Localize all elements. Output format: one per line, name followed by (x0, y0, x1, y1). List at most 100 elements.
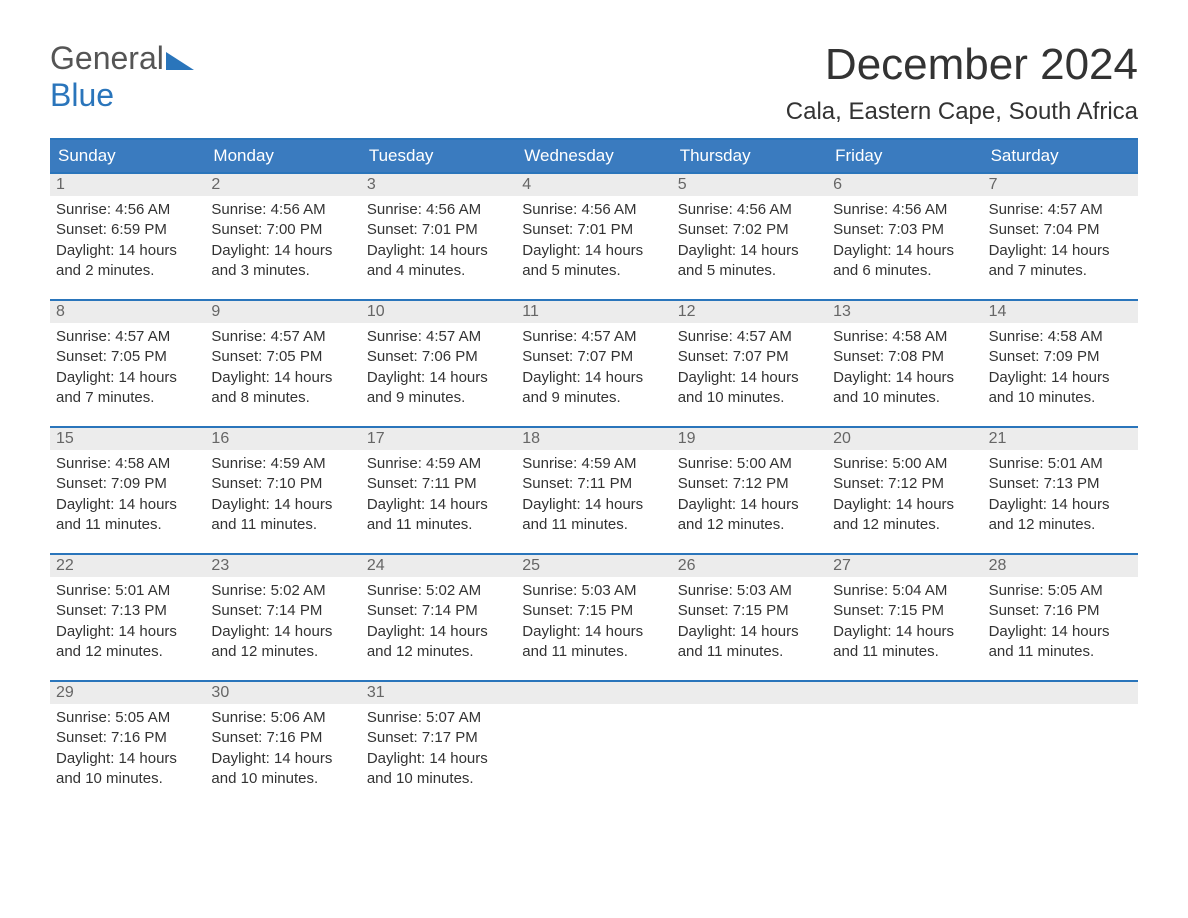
day-body: Sunrise: 5:00 AMSunset: 7:12 PMDaylight:… (672, 450, 827, 553)
sunrise-text: Sunrise: 4:57 AM (211, 327, 354, 347)
day-body: Sunrise: 4:58 AMSunset: 7:08 PMDaylight:… (827, 323, 982, 426)
daylight-text: Daylight: 14 hours and 11 minutes. (989, 622, 1132, 663)
day-number: 26 (672, 555, 827, 577)
day-cell: 17Sunrise: 4:59 AMSunset: 7:11 PMDayligh… (361, 426, 516, 553)
sunrise-text: Sunrise: 5:07 AM (367, 708, 510, 728)
day-cell: 18Sunrise: 4:59 AMSunset: 7:11 PMDayligh… (516, 426, 671, 553)
day-cell: 16Sunrise: 4:59 AMSunset: 7:10 PMDayligh… (205, 426, 360, 553)
sunset-text: Sunset: 7:13 PM (989, 474, 1132, 494)
sunrise-text: Sunrise: 4:58 AM (56, 454, 199, 474)
sunset-text: Sunset: 7:08 PM (833, 347, 976, 367)
day-cell: 14Sunrise: 4:58 AMSunset: 7:09 PMDayligh… (983, 299, 1138, 426)
sunset-text: Sunset: 7:14 PM (367, 601, 510, 621)
dow-header: Tuesday (361, 140, 516, 172)
empty-num-bar (516, 682, 671, 704)
day-cell: 20Sunrise: 5:00 AMSunset: 7:12 PMDayligh… (827, 426, 982, 553)
day-number: 31 (361, 682, 516, 704)
day-body: Sunrise: 4:59 AMSunset: 7:11 PMDaylight:… (516, 450, 671, 553)
sunset-text: Sunset: 7:16 PM (989, 601, 1132, 621)
daylight-text: Daylight: 14 hours and 7 minutes. (989, 241, 1132, 282)
sunset-text: Sunset: 7:09 PM (989, 347, 1132, 367)
sunset-text: Sunset: 7:05 PM (56, 347, 199, 367)
day-number: 30 (205, 682, 360, 704)
day-body: Sunrise: 4:59 AMSunset: 7:11 PMDaylight:… (361, 450, 516, 553)
empty-cell (516, 680, 671, 807)
sunrise-text: Sunrise: 4:57 AM (678, 327, 821, 347)
day-cell: 2Sunrise: 4:56 AMSunset: 7:00 PMDaylight… (205, 172, 360, 299)
sunrise-text: Sunrise: 5:00 AM (833, 454, 976, 474)
daylight-text: Daylight: 14 hours and 4 minutes. (367, 241, 510, 282)
sunset-text: Sunset: 7:15 PM (833, 601, 976, 621)
sunrise-text: Sunrise: 4:57 AM (522, 327, 665, 347)
empty-cell (672, 680, 827, 807)
day-number: 6 (827, 174, 982, 196)
daylight-text: Daylight: 14 hours and 3 minutes. (211, 241, 354, 282)
day-number: 27 (827, 555, 982, 577)
day-body: Sunrise: 4:59 AMSunset: 7:10 PMDaylight:… (205, 450, 360, 553)
sunset-text: Sunset: 7:11 PM (367, 474, 510, 494)
day-body: Sunrise: 4:56 AMSunset: 7:03 PMDaylight:… (827, 196, 982, 299)
day-cell: 11Sunrise: 4:57 AMSunset: 7:07 PMDayligh… (516, 299, 671, 426)
day-body: Sunrise: 5:05 AMSunset: 7:16 PMDaylight:… (50, 704, 205, 807)
sunrise-text: Sunrise: 4:56 AM (56, 200, 199, 220)
day-body: Sunrise: 4:56 AMSunset: 7:01 PMDaylight:… (361, 196, 516, 299)
sunset-text: Sunset: 7:04 PM (989, 220, 1132, 240)
sunrise-text: Sunrise: 4:57 AM (367, 327, 510, 347)
month-title: December 2024 (786, 40, 1138, 90)
daylight-text: Daylight: 14 hours and 12 minutes. (211, 622, 354, 663)
day-number: 20 (827, 428, 982, 450)
day-number: 22 (50, 555, 205, 577)
sunset-text: Sunset: 7:12 PM (678, 474, 821, 494)
day-number: 23 (205, 555, 360, 577)
sunset-text: Sunset: 7:15 PM (522, 601, 665, 621)
day-cell: 25Sunrise: 5:03 AMSunset: 7:15 PMDayligh… (516, 553, 671, 680)
daylight-text: Daylight: 14 hours and 5 minutes. (522, 241, 665, 282)
sunrise-text: Sunrise: 4:57 AM (56, 327, 199, 347)
sunrise-text: Sunrise: 4:56 AM (678, 200, 821, 220)
day-cell: 19Sunrise: 5:00 AMSunset: 7:12 PMDayligh… (672, 426, 827, 553)
day-cell: 15Sunrise: 4:58 AMSunset: 7:09 PMDayligh… (50, 426, 205, 553)
day-number: 15 (50, 428, 205, 450)
sunrise-text: Sunrise: 4:57 AM (989, 200, 1132, 220)
sunset-text: Sunset: 7:07 PM (678, 347, 821, 367)
day-body: Sunrise: 4:58 AMSunset: 7:09 PMDaylight:… (50, 450, 205, 553)
day-body: Sunrise: 4:56 AMSunset: 7:02 PMDaylight:… (672, 196, 827, 299)
sunset-text: Sunset: 7:06 PM (367, 347, 510, 367)
sunrise-text: Sunrise: 5:05 AM (56, 708, 199, 728)
sunset-text: Sunset: 7:13 PM (56, 601, 199, 621)
daylight-text: Daylight: 14 hours and 11 minutes. (56, 495, 199, 536)
daylight-text: Daylight: 14 hours and 12 minutes. (833, 495, 976, 536)
location-label: Cala, Eastern Cape, South Africa (786, 98, 1138, 126)
day-cell: 26Sunrise: 5:03 AMSunset: 7:15 PMDayligh… (672, 553, 827, 680)
daylight-text: Daylight: 14 hours and 6 minutes. (833, 241, 976, 282)
day-body: Sunrise: 5:03 AMSunset: 7:15 PMDaylight:… (672, 577, 827, 680)
day-number: 18 (516, 428, 671, 450)
logo-triangle-icon (166, 52, 194, 70)
empty-num-bar (672, 682, 827, 704)
sunset-text: Sunset: 7:02 PM (678, 220, 821, 240)
sunrise-text: Sunrise: 5:01 AM (989, 454, 1132, 474)
day-cell: 22Sunrise: 5:01 AMSunset: 7:13 PMDayligh… (50, 553, 205, 680)
day-cell: 5Sunrise: 4:56 AMSunset: 7:02 PMDaylight… (672, 172, 827, 299)
day-cell: 9Sunrise: 4:57 AMSunset: 7:05 PMDaylight… (205, 299, 360, 426)
dow-header: Friday (827, 140, 982, 172)
day-body: Sunrise: 5:01 AMSunset: 7:13 PMDaylight:… (50, 577, 205, 680)
day-body: Sunrise: 4:56 AMSunset: 7:01 PMDaylight:… (516, 196, 671, 299)
day-cell: 13Sunrise: 4:58 AMSunset: 7:08 PMDayligh… (827, 299, 982, 426)
empty-cell (983, 680, 1138, 807)
sunrise-text: Sunrise: 5:02 AM (367, 581, 510, 601)
day-number: 12 (672, 301, 827, 323)
day-number: 29 (50, 682, 205, 704)
sunrise-text: Sunrise: 4:58 AM (989, 327, 1132, 347)
sunrise-text: Sunrise: 4:59 AM (522, 454, 665, 474)
day-number: 9 (205, 301, 360, 323)
day-number: 28 (983, 555, 1138, 577)
day-number: 25 (516, 555, 671, 577)
day-cell: 4Sunrise: 4:56 AMSunset: 7:01 PMDaylight… (516, 172, 671, 299)
day-body: Sunrise: 5:05 AMSunset: 7:16 PMDaylight:… (983, 577, 1138, 680)
sunrise-text: Sunrise: 4:56 AM (522, 200, 665, 220)
daylight-text: Daylight: 14 hours and 11 minutes. (522, 622, 665, 663)
sunrise-text: Sunrise: 5:05 AM (989, 581, 1132, 601)
daylight-text: Daylight: 14 hours and 12 minutes. (678, 495, 821, 536)
sunset-text: Sunset: 7:07 PM (522, 347, 665, 367)
